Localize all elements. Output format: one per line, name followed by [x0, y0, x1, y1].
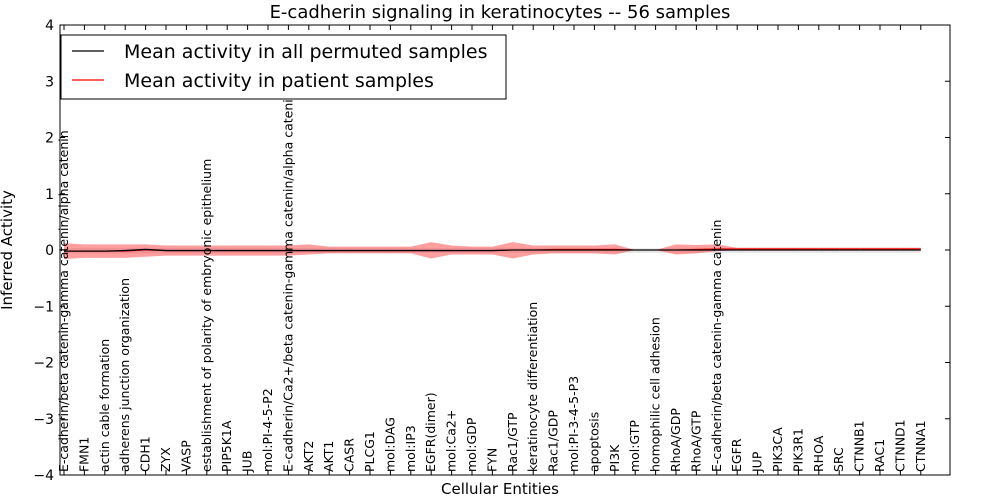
x-category-label: keratinocyte differentiation — [525, 302, 540, 472]
y-tick-label: −3 — [33, 412, 54, 428]
series-0-segment — [492, 249, 513, 252]
y-tick-label: 1 — [45, 187, 54, 203]
chart-title: E-cadherin signaling in keratinocytes --… — [270, 2, 731, 23]
x-category-label: ZYX — [158, 447, 173, 472]
x-category-label: establishment of polarity of embryonic e… — [199, 159, 214, 472]
x-category-label: mol:GDP — [464, 417, 479, 472]
x-category-label: PLCG1 — [362, 431, 377, 472]
series-1-segment — [696, 248, 717, 250]
x-category-label: AKT2 — [301, 441, 316, 472]
series-0-segment — [125, 248, 146, 252]
x-category-label: mol:DAG — [382, 417, 397, 472]
x-category-label: E-cadherin/beta catenin-gamma catenin/al… — [56, 130, 71, 472]
x-category-label: JUB — [240, 451, 255, 473]
x-category-label: EGFR(dimer) — [423, 392, 438, 472]
legend-label-permuted: Mean activity in all permuted samples — [124, 41, 487, 63]
x-category-label: RhoA/GDP — [668, 408, 683, 472]
x-category-label: EGFR — [729, 438, 744, 472]
plot-area-frame — [59, 24, 951, 476]
series-0-marks — [64, 248, 921, 252]
y-tick-label: −4 — [33, 468, 54, 484]
x-category-label: JUP — [750, 451, 765, 473]
series-0-segment — [104, 249, 126, 252]
x-category-label: CTNNA1 — [913, 420, 928, 472]
x-category-label: E-cadherin/Ca2+/beta catenin-gamma caten… — [280, 52, 295, 472]
x-category-label: CTNNB1 — [852, 420, 867, 472]
x-category-label: PIP5K1A — [219, 420, 234, 472]
x-category-label: RAC1 — [872, 439, 887, 472]
lines-layer — [64, 248, 921, 252]
y-tick-label: 4 — [45, 18, 54, 34]
x-category-label: FMN1 — [76, 437, 91, 472]
x-category-label: mol:PI-3-4-5-P3 — [566, 376, 581, 472]
x-category-label: apoptosis — [586, 412, 601, 472]
x-category-label: E-cadherin/beta catenin-gamma catenin — [709, 220, 724, 472]
y-tick-label: 3 — [45, 74, 54, 90]
x-category-label: mol:GTP — [627, 420, 642, 472]
x-category-label: mol:PI-4-5-P2 — [260, 388, 275, 472]
y-axis-label: Inferred Activity — [0, 190, 16, 310]
legend-label-patient: Mean activity in patient samples — [124, 70, 434, 92]
ticks-layer: −4 −3 −2 −1 0 1 2 3 4 — [33, 18, 950, 484]
x-category-label: CTNND1 — [892, 419, 907, 472]
x-category-label: PIK3CA — [770, 427, 785, 472]
x-category-label: Rac1/GTP — [505, 412, 520, 472]
series-0-segment — [145, 248, 167, 252]
x-category-label: CDH1 — [138, 436, 153, 472]
y-tick-label: 0 — [45, 243, 54, 259]
x-category-label: Rac1/GDP — [546, 410, 561, 472]
x-category-label: RhoA/GTP — [688, 410, 703, 472]
legend-box — [60, 34, 507, 100]
x-category-label: RHOA — [811, 435, 826, 472]
legend: Mean activity in all permuted samples Me… — [60, 34, 507, 100]
x-category-label: SRC — [831, 447, 846, 472]
x-category-label: FYN — [484, 448, 499, 472]
x-category-label: VASP — [178, 440, 193, 472]
x-category-label: adherens junction organization — [117, 278, 132, 472]
category-labels-layer: E-cadherin/beta catenin-gamma catenin/al… — [56, 52, 928, 473]
x-category-label: mol:IP3 — [403, 425, 418, 472]
x-category-label: AKT1 — [321, 441, 336, 472]
x-category-label: actin cable formation — [97, 339, 112, 472]
y-tick-label: 2 — [45, 131, 54, 147]
y-tick-label: −1 — [33, 299, 54, 315]
x-category-label: PI3K — [607, 444, 622, 472]
x-category-label: PIK3R1 — [790, 428, 805, 472]
x-category-label: mol:Ca2+ — [444, 410, 459, 472]
x-category-label: CASR — [342, 438, 357, 472]
x-axis-label: Cellular Entities — [441, 480, 559, 498]
y-tick-label: −2 — [33, 356, 54, 372]
x-category-label: homophilic cell adhesion — [648, 317, 663, 472]
